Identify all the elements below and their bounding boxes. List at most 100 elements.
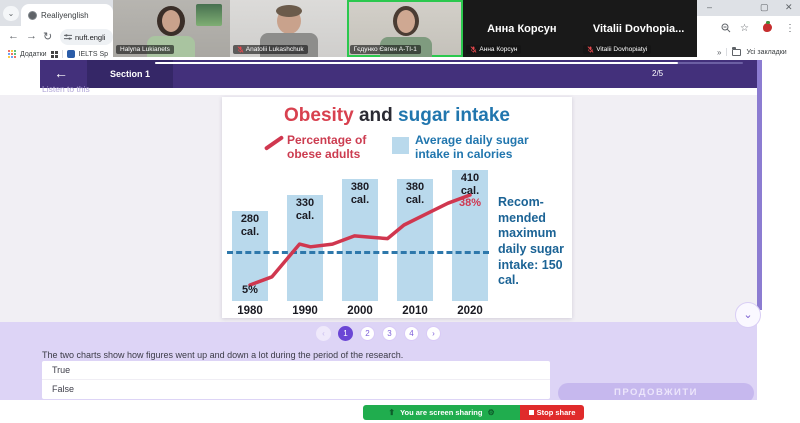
menu-dots-icon[interactable]: ⋮ xyxy=(785,23,795,34)
pagination: ‹ 1 2 3 4 › xyxy=(0,326,757,341)
screen-sharing-label: You are screen sharing xyxy=(400,408,483,417)
bottom-strip: ⬆ You are screen sharing ⚙ Stop share xyxy=(0,400,800,423)
bookmarks-overflow-icon[interactable]: » xyxy=(717,47,722,57)
pagination-page-1[interactable]: 1 xyxy=(338,326,353,341)
participant-tile[interactable]: Anatolii Lukashchuk xyxy=(229,0,347,57)
bar-legend-icon xyxy=(392,137,409,154)
bar-value: 330 xyxy=(295,197,315,209)
option-true[interactable]: True xyxy=(42,361,550,380)
progress-fill xyxy=(155,62,679,64)
minimize-button[interactable]: – xyxy=(707,2,713,12)
scrollbar[interactable] xyxy=(757,60,762,310)
section-label: Section 1 xyxy=(87,60,173,88)
background-plant xyxy=(195,4,222,26)
bookmarks-right: » Усі закладки xyxy=(697,44,800,60)
tab-favicon-icon xyxy=(28,10,37,20)
bar-unit: cal. xyxy=(295,209,315,222)
participant-face xyxy=(162,10,180,32)
bookmarks-separator xyxy=(61,50,63,58)
year-label: 1980 xyxy=(237,305,263,317)
legend-sugar-label: Average daily sugar intake in calories xyxy=(415,133,529,162)
browser-actions: ☆ ⋮ xyxy=(697,16,800,42)
question-panel: ‹ 1 2 3 4 › The two charts show how figu… xyxy=(0,322,757,403)
bar-2000: 380 cal. xyxy=(342,179,378,301)
question-text: The two charts show how figures went up … xyxy=(42,350,404,360)
bar-value: 280 xyxy=(240,213,260,225)
option-false[interactable]: False xyxy=(52,384,75,394)
participant-tile-audio-only[interactable]: Анна Корсун Анна Корсун xyxy=(463,0,581,57)
stop-share-label: Stop share xyxy=(536,408,576,417)
close-button[interactable]: ✕ xyxy=(785,2,793,12)
instruction-text: Listen to this xyxy=(42,84,90,94)
bar-value: 380 xyxy=(350,181,370,193)
participant-tile[interactable]: Halyna Lukianets xyxy=(113,0,230,57)
mic-off-icon xyxy=(587,46,594,53)
browser-tab[interactable]: Realiyenglish xyxy=(21,4,113,26)
apps-bookmark-label[interactable]: Додатки xyxy=(20,50,47,58)
reload-icon[interactable]: ↻ xyxy=(43,31,53,43)
bar-unit: cal. xyxy=(405,193,425,206)
pagination-page-2[interactable]: 2 xyxy=(360,326,375,341)
reference-annotation: Recom- mended maximum daily sugar intake… xyxy=(498,195,564,288)
chart-title: Obesity and sugar intake xyxy=(222,105,572,127)
participant-big-name: Анна Корсун xyxy=(487,22,557,35)
bar-2010: 380 cal. xyxy=(397,179,433,301)
maximize-button[interactable]: ▢ xyxy=(760,2,769,12)
participant-name-label: Анна Корсун xyxy=(466,45,522,54)
quiz-header: ← Section 1 2/5 xyxy=(40,60,757,88)
pagination-next-icon[interactable]: › xyxy=(426,326,441,341)
participant-big-name: Vitalii Dovhopia... xyxy=(592,22,685,35)
bar-value: 410 xyxy=(460,172,480,184)
all-bookmarks-label[interactable]: Усі закладки xyxy=(746,48,787,56)
right-gutter xyxy=(757,60,800,400)
participant-tile-active-speaker[interactable]: Гєдунко Євген А-ТІ-1 xyxy=(346,0,464,57)
mic-off-icon xyxy=(237,46,244,53)
pagination-prev-icon[interactable]: ‹ xyxy=(316,326,331,341)
year-label: 2020 xyxy=(457,305,483,317)
grid-icon[interactable] xyxy=(50,50,58,58)
legend-obesity-label: Percentage of obese adults xyxy=(287,133,367,162)
reference-dashed-line xyxy=(227,251,489,254)
obesity-line xyxy=(248,193,472,287)
chart-title-part: Obesity xyxy=(284,105,354,126)
folder-icon xyxy=(732,46,742,56)
back-arrow-icon[interactable]: ← xyxy=(54,65,68,81)
participant-face xyxy=(396,10,415,33)
address-bar[interactable]: nuft.engli xyxy=(60,29,113,45)
share-settings-icon[interactable]: ⚙ xyxy=(487,407,495,417)
browser-toolbar: ← → ↻ nuft.engli xyxy=(0,26,113,48)
tab-title: Realiyenglish xyxy=(41,10,89,20)
mic-off-icon xyxy=(470,46,477,53)
back-icon[interactable]: ← xyxy=(8,30,19,42)
bar-value: 380 xyxy=(405,181,425,193)
ielts-bookmark[interactable]: IELTS Sp xyxy=(78,50,109,58)
participant-name-label: Vitalii Dovhopiatyi xyxy=(583,45,652,54)
bookmark-star-icon[interactable]: ☆ xyxy=(740,23,749,34)
year-label: 2010 xyxy=(402,305,428,317)
chart-title-part: and xyxy=(353,105,399,126)
progress-track xyxy=(155,62,743,64)
page-counter: 2/5 xyxy=(652,69,664,78)
stop-share-button[interactable]: Stop share xyxy=(520,405,584,420)
screen-share-controls: ⬆ You are screen sharing ⚙ Stop share xyxy=(363,405,584,420)
forward-icon[interactable]: → xyxy=(26,30,37,42)
chart-card: Obesity and sugar intake Percentage of o… xyxy=(222,97,572,318)
participant-tile-audio-only[interactable]: Vitalii Dovhopia... Vitalii Dovhopiatyi xyxy=(580,0,697,57)
pagination-page-3[interactable]: 3 xyxy=(382,326,397,341)
ielts-favicon-icon xyxy=(66,50,75,58)
pagination-page-4[interactable]: 4 xyxy=(404,326,419,341)
bar-unit: cal. xyxy=(460,184,480,197)
zoom-indicator-icon[interactable] xyxy=(721,23,731,33)
participant-hair xyxy=(275,5,302,17)
year-label: 2000 xyxy=(347,305,373,317)
site-settings-icon[interactable] xyxy=(64,33,72,41)
bar-1980: 280 cal. 5% xyxy=(232,211,268,301)
tab-search-button[interactable]: ⌄ xyxy=(3,6,19,21)
obesity-end-label: 38% xyxy=(458,197,482,210)
scroll-down-button[interactable]: ⌄ xyxy=(735,302,761,328)
chart-plot: 280 cal. 5% 330 cal. 380 cal. 380 cal. 410 ca… xyxy=(222,97,572,318)
extension-icon[interactable] xyxy=(763,21,772,32)
continue-button[interactable]: ПРОДОВЖИТИ xyxy=(558,383,754,403)
apps-grid-icon[interactable] xyxy=(8,50,16,58)
